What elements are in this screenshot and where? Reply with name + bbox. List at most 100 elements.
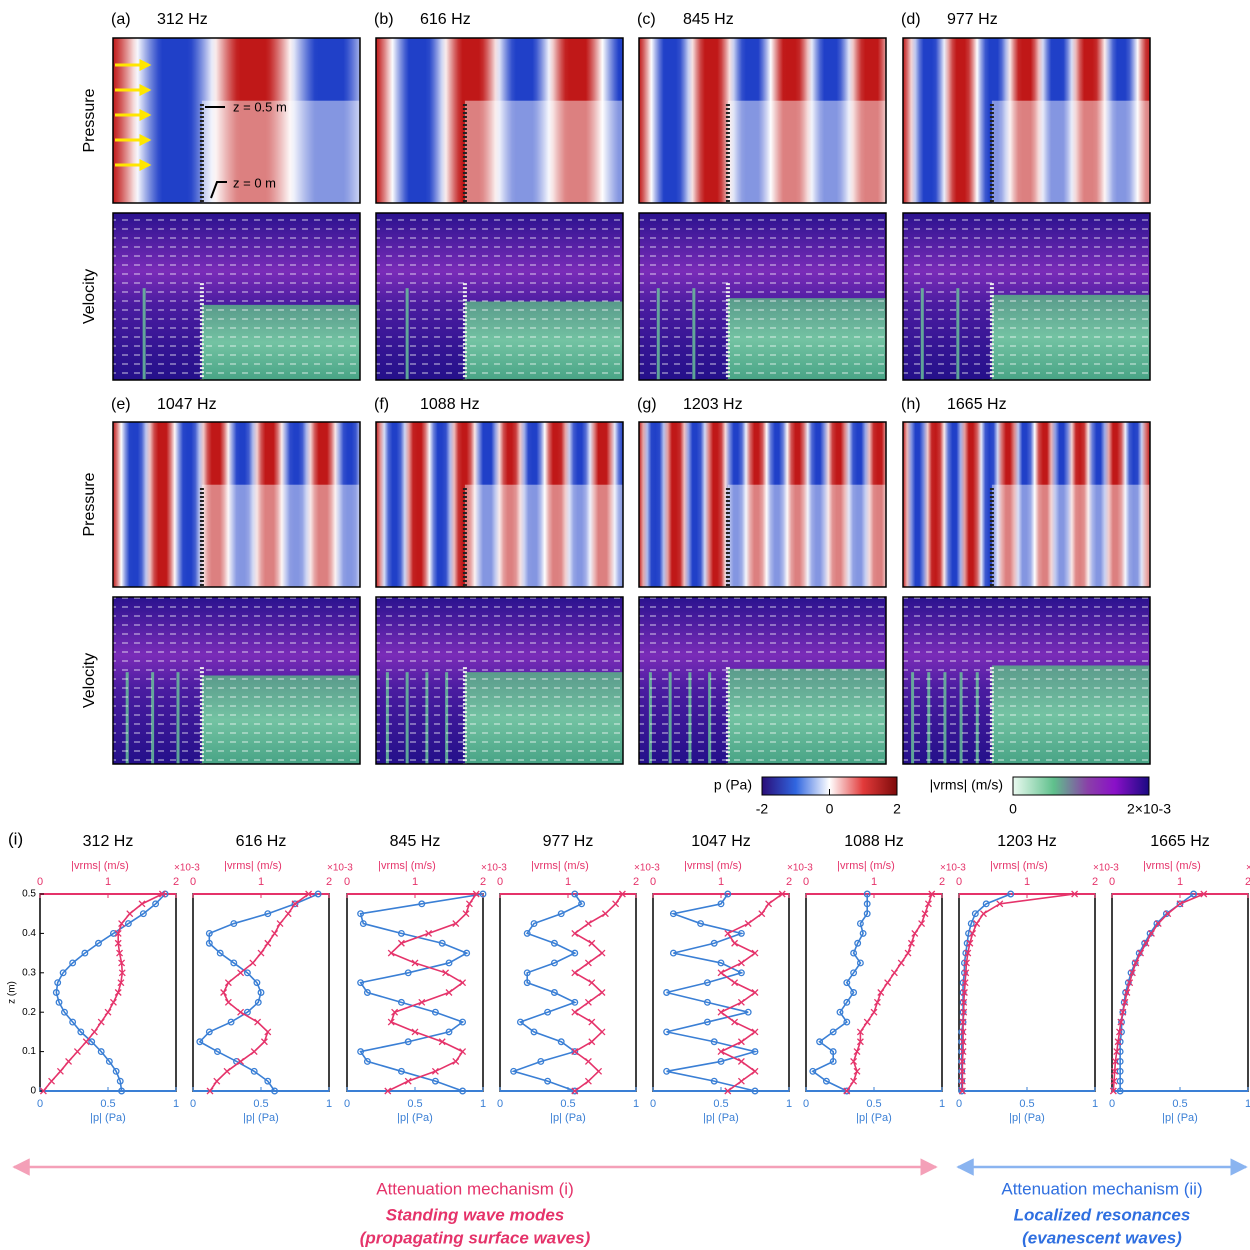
point bbox=[1116, 1077, 1124, 1085]
point bbox=[537, 1057, 545, 1065]
point bbox=[710, 939, 718, 947]
point bbox=[158, 890, 166, 898]
point bbox=[731, 979, 739, 987]
pressure-field bbox=[113, 422, 360, 587]
plot-frame bbox=[499, 893, 637, 1092]
annotation-line bbox=[210, 181, 227, 199]
series-line bbox=[811, 894, 868, 1092]
point bbox=[264, 939, 272, 947]
point bbox=[751, 1048, 759, 1056]
row-label: Velocity bbox=[81, 269, 98, 324]
point bbox=[853, 1067, 861, 1075]
point bbox=[663, 989, 671, 996]
velocity-arrows bbox=[113, 213, 360, 380]
colorbar-tick-label: 0 bbox=[1009, 801, 1017, 817]
x2-multiplier: ×10-3 bbox=[327, 863, 353, 874]
point bbox=[751, 989, 759, 996]
point bbox=[205, 1028, 213, 1036]
point bbox=[384, 1087, 392, 1095]
panel-label: (d) bbox=[901, 11, 921, 28]
point bbox=[276, 920, 284, 928]
point bbox=[1071, 890, 1079, 898]
point bbox=[65, 1057, 73, 1065]
point bbox=[959, 1048, 967, 1056]
x-tick-label: 0.5 bbox=[713, 1098, 728, 1110]
panel-label: (g) bbox=[637, 396, 657, 413]
plot-frame bbox=[1111, 893, 1249, 1092]
point bbox=[404, 1077, 412, 1085]
point bbox=[958, 1087, 966, 1095]
x2-tick-label: 1 bbox=[1177, 876, 1183, 888]
point bbox=[442, 969, 450, 977]
point bbox=[404, 1038, 412, 1046]
panel-frame bbox=[902, 596, 1151, 765]
point bbox=[907, 939, 915, 947]
point bbox=[744, 920, 752, 928]
x2-tick-label: 0 bbox=[497, 876, 503, 888]
series-line bbox=[198, 893, 319, 1092]
point bbox=[88, 1038, 96, 1046]
point bbox=[571, 998, 579, 1006]
point bbox=[751, 1028, 759, 1036]
pressure-shadow bbox=[991, 100, 1150, 203]
point bbox=[1176, 900, 1184, 908]
x2-multiplier: ×10-3 bbox=[940, 863, 966, 874]
point bbox=[717, 900, 725, 908]
x2-label: |vrms| (m/s) bbox=[1143, 860, 1201, 872]
point bbox=[264, 1077, 272, 1085]
point bbox=[220, 989, 228, 996]
point bbox=[117, 979, 125, 987]
point bbox=[114, 929, 122, 937]
point bbox=[243, 969, 251, 977]
point bbox=[95, 939, 102, 947]
point bbox=[962, 969, 970, 977]
pressure-shadow bbox=[727, 484, 886, 587]
point bbox=[618, 890, 626, 898]
x-tick-label: 0 bbox=[1109, 1098, 1115, 1110]
annotation: z = 0 m bbox=[233, 175, 276, 190]
point bbox=[843, 1018, 851, 1026]
point bbox=[963, 959, 970, 967]
point bbox=[850, 989, 858, 996]
point bbox=[124, 920, 132, 927]
point bbox=[116, 949, 124, 957]
point bbox=[114, 939, 122, 947]
point bbox=[856, 1038, 864, 1046]
point bbox=[588, 939, 596, 947]
x-tick-label: 1 bbox=[633, 1098, 639, 1110]
point bbox=[81, 949, 89, 957]
point bbox=[921, 910, 929, 918]
point bbox=[55, 998, 63, 1006]
pressure-field bbox=[376, 422, 623, 587]
x2-tick-label: 1 bbox=[1024, 876, 1030, 888]
x2-tick-label: 1 bbox=[412, 876, 418, 888]
point bbox=[397, 998, 405, 1006]
point bbox=[854, 939, 862, 947]
point bbox=[1162, 910, 1170, 918]
panel-label: (c) bbox=[637, 11, 656, 28]
point bbox=[571, 1048, 579, 1056]
point bbox=[816, 1038, 824, 1046]
chart-title: 845 Hz bbox=[390, 833, 441, 850]
mechanism-title: Attenuation mechanism (ii) bbox=[1001, 1179, 1202, 1198]
point bbox=[69, 1018, 77, 1026]
point bbox=[1121, 998, 1129, 1006]
colorbar-label: |vrms| (m/s) bbox=[930, 777, 1003, 793]
series-line bbox=[666, 893, 759, 1092]
x-tick-label: 1 bbox=[1245, 1098, 1250, 1110]
point bbox=[118, 920, 126, 928]
panel-frame bbox=[112, 596, 361, 765]
x2-tick-label: 2 bbox=[173, 876, 179, 888]
point bbox=[584, 1077, 592, 1085]
point bbox=[1190, 890, 1198, 898]
x-tick-label: 0.5 bbox=[253, 1098, 268, 1110]
x-tick-label: 0.5 bbox=[100, 1098, 115, 1110]
point bbox=[104, 1008, 112, 1016]
point bbox=[877, 989, 885, 996]
x-label: |p| (Pa) bbox=[703, 1112, 739, 1124]
series-line bbox=[387, 893, 477, 1092]
y-tick-label: 0.5 bbox=[22, 889, 36, 900]
panel-frame bbox=[638, 37, 887, 204]
x-tick-label: 1 bbox=[786, 1098, 792, 1110]
velocity-arrows bbox=[376, 597, 623, 764]
